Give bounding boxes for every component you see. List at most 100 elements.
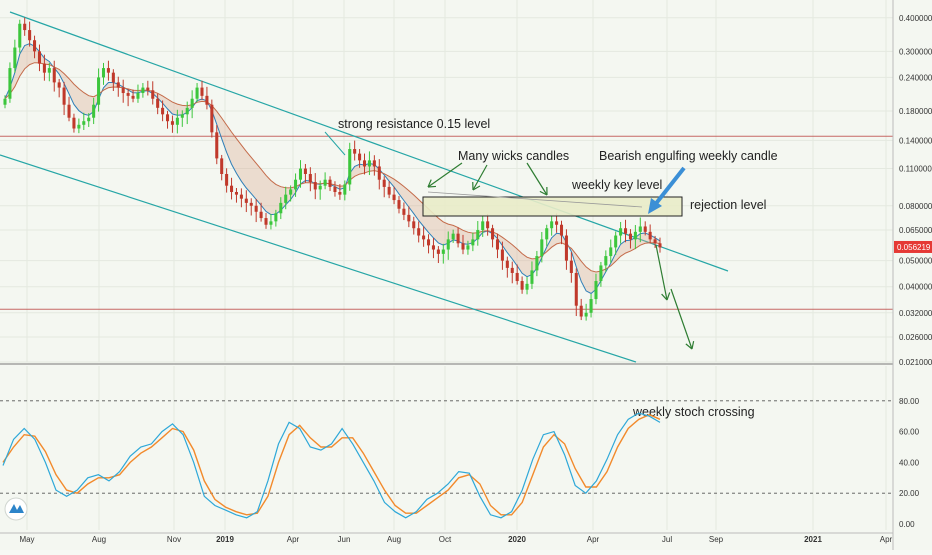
time-tick-label: Apr bbox=[287, 535, 300, 544]
candle-body bbox=[604, 256, 608, 266]
candle-body bbox=[436, 249, 440, 254]
time-tick-label: 2021 bbox=[804, 535, 822, 544]
candle-body bbox=[481, 221, 485, 231]
projection-arrow-1 bbox=[655, 244, 668, 301]
candle-body bbox=[353, 149, 357, 154]
candle-body bbox=[82, 121, 86, 125]
annotation-weekly-key-level: weekly key level bbox=[571, 178, 662, 192]
key-level-box bbox=[422, 196, 683, 217]
candle-body bbox=[313, 182, 317, 190]
candle-body bbox=[279, 202, 283, 214]
candle-body bbox=[220, 158, 224, 174]
candle-body bbox=[52, 68, 56, 83]
oscillator-pane bbox=[0, 366, 893, 530]
candle-body bbox=[254, 205, 258, 212]
candle-body bbox=[451, 233, 455, 240]
candle-body bbox=[619, 228, 623, 236]
projection-arrow-2 bbox=[670, 288, 693, 350]
time-tick-label: Apr bbox=[587, 535, 600, 544]
candle-body bbox=[372, 160, 376, 167]
stoch-tick-label: 60.00 bbox=[899, 428, 920, 437]
time-tick-label: Nov bbox=[167, 535, 181, 544]
candle-body bbox=[126, 93, 130, 96]
candle-body bbox=[57, 82, 61, 88]
price-tick-label: 0.140000 bbox=[899, 136, 932, 145]
candle-body bbox=[190, 98, 194, 108]
stoch-tick-label: 40.00 bbox=[899, 458, 920, 467]
candle-body bbox=[643, 226, 647, 232]
candle-body bbox=[456, 233, 460, 244]
candle-body bbox=[515, 272, 519, 282]
candle-body bbox=[87, 117, 91, 122]
wick-arrow-left bbox=[427, 162, 463, 188]
stoch-k-line bbox=[2, 412, 661, 519]
time-tick-label: Apr bbox=[880, 535, 893, 544]
candle-body bbox=[33, 40, 37, 52]
candle-body bbox=[658, 243, 662, 248]
candle-body bbox=[121, 87, 125, 94]
bearish-engulfing-arrow-head bbox=[648, 198, 662, 214]
price-tick-label: 0.180000 bbox=[899, 107, 932, 116]
channel-upper-line bbox=[9, 11, 729, 272]
candle-body bbox=[387, 186, 391, 195]
price-axis: 0.400000 0.300000 0.240000 0.180000 0.140000… bbox=[892, 0, 932, 550]
annotation-bearish-engulfing: Bearish engulfing weekly candle bbox=[599, 149, 778, 163]
bearish-engulfing-arrow bbox=[652, 166, 686, 208]
candle-body bbox=[614, 235, 618, 248]
last-price-label: 0.056219 bbox=[897, 243, 931, 252]
time-tick-label: Aug bbox=[387, 535, 401, 544]
candle-body bbox=[338, 192, 342, 195]
candle-body bbox=[195, 87, 199, 99]
candle-body bbox=[422, 235, 426, 240]
candle-body bbox=[382, 179, 386, 187]
candle-body bbox=[579, 305, 583, 317]
candle-body bbox=[589, 299, 593, 313]
candle-body bbox=[92, 104, 96, 118]
candle-body bbox=[569, 260, 573, 273]
candle-body bbox=[594, 281, 598, 300]
candle-body bbox=[72, 117, 76, 129]
candle-body bbox=[328, 179, 332, 187]
candle-body bbox=[8, 68, 12, 99]
time-tick-label: Aug bbox=[92, 535, 106, 544]
rejection-guide bbox=[427, 191, 643, 208]
candle-body bbox=[555, 221, 559, 225]
price-tick-label: 0.080000 bbox=[899, 202, 932, 211]
candle-body bbox=[185, 107, 189, 115]
tradingview-logo[interactable] bbox=[4, 497, 28, 521]
candle-body bbox=[244, 198, 248, 203]
candle-body bbox=[392, 194, 396, 201]
candle-body bbox=[274, 213, 278, 222]
candle-body bbox=[446, 239, 450, 250]
candles bbox=[3, 17, 662, 321]
time-tick-label: 2020 bbox=[508, 535, 526, 544]
wick-arrow-mid bbox=[472, 164, 488, 191]
candle-body bbox=[550, 221, 554, 229]
candle-body bbox=[284, 194, 288, 203]
candle-body bbox=[574, 272, 578, 306]
ema-ribbon-fill bbox=[5, 43, 660, 294]
candle-body bbox=[500, 249, 504, 261]
candle-body bbox=[13, 47, 17, 69]
candle-body bbox=[47, 68, 51, 73]
ema-fast-line bbox=[4, 43, 661, 295]
resistance-touch bbox=[324, 131, 346, 156]
candle-body bbox=[106, 68, 110, 73]
price-tick-label: 0.021000 bbox=[899, 358, 932, 367]
candle-body bbox=[259, 211, 263, 219]
candle-body bbox=[367, 160, 371, 167]
candle-body bbox=[225, 173, 229, 186]
wick-arrow-right-head bbox=[539, 186, 548, 196]
candle-body bbox=[318, 185, 322, 190]
candle-body bbox=[37, 51, 42, 64]
candle-body bbox=[633, 231, 637, 240]
candle-body bbox=[510, 267, 514, 273]
candle-body bbox=[264, 218, 268, 225]
candle-body bbox=[111, 72, 115, 83]
moving-average-ribbon bbox=[4, 43, 661, 295]
candle-body bbox=[333, 186, 337, 193]
projection-arrow-2-head bbox=[685, 341, 695, 350]
candle-body bbox=[628, 233, 632, 240]
candle-body bbox=[205, 95, 209, 105]
